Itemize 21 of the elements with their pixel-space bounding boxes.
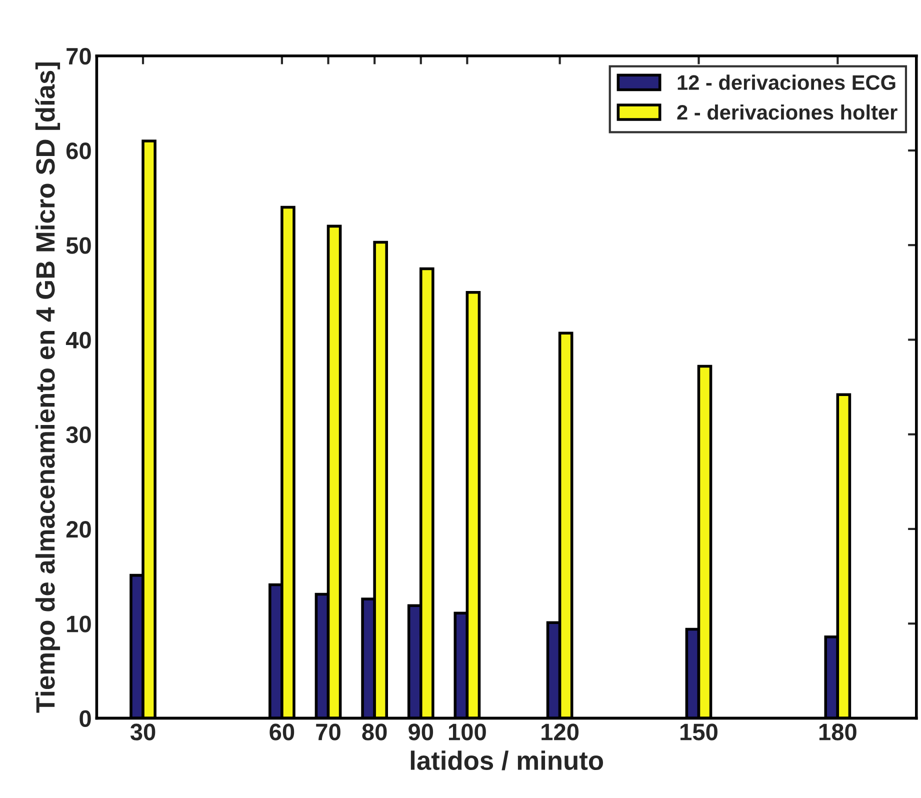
x-tick-label: 30 [130, 724, 156, 740]
y-axis-title: Tiempo de almacenamiento en 4 GB Micro SD [días] [35, 62, 60, 713]
y-tick-label: 0 [80, 710, 91, 727]
legend-label: 12 - derivaciones ECG [678, 74, 896, 90]
y-tick-label: 60 [66, 142, 91, 160]
x-tick-label: 80 [362, 724, 387, 740]
y-tick-label: 40 [66, 332, 91, 349]
x-tick-label: 180 [819, 724, 856, 740]
y-tick-label: 70 [66, 48, 91, 65]
legend-label: 2 - derivaciones holter [677, 104, 898, 120]
x-tick-label: 100 [448, 724, 486, 740]
x-tick-label: 90 [408, 724, 434, 740]
x-tick-label: 120 [542, 724, 579, 740]
y-tick-label: 20 [66, 521, 91, 538]
x-tick-label: 70 [316, 724, 340, 740]
y-tick-label: 50 [66, 237, 91, 254]
x-axis-title: latidos / minuto [410, 750, 604, 770]
x-tick-label: 150 [680, 724, 718, 740]
y-tick-label: 30 [66, 426, 91, 444]
y-tick-label: 10 [67, 616, 91, 632]
x-tick-label: 60 [270, 724, 294, 740]
